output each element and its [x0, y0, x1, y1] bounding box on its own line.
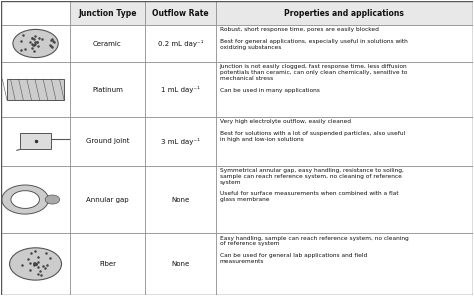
Text: Ceramic: Ceramic [93, 41, 122, 46]
Circle shape [11, 191, 39, 208]
Text: Ground joint: Ground joint [86, 139, 129, 144]
Bar [216, 117, 473, 166]
Text: 1 mL day⁻¹: 1 mL day⁻¹ [161, 86, 200, 93]
Circle shape [13, 29, 58, 58]
Bar [20, 133, 51, 149]
Text: 0.2 mL day⁻¹: 0.2 mL day⁻¹ [158, 40, 203, 47]
Bar [1, 117, 70, 166]
Bar [145, 25, 216, 62]
Text: Junction Type: Junction Type [78, 9, 137, 18]
Bar [1, 166, 70, 233]
Circle shape [9, 248, 62, 280]
Bar [70, 1, 145, 25]
Bar [145, 62, 216, 117]
Bar [145, 1, 216, 25]
Bar [1, 233, 70, 295]
Text: 3 mL day⁻¹: 3 mL day⁻¹ [161, 138, 200, 145]
Text: Annular gap: Annular gap [86, 197, 129, 202]
Bar [145, 117, 216, 166]
Bar [70, 233, 145, 295]
Bar [145, 233, 216, 295]
Text: Easy handling, sample can reach reference system, no cleaning
of reference syste: Easy handling, sample can reach referenc… [219, 236, 408, 264]
Text: Fiber: Fiber [99, 261, 116, 267]
Bar [70, 62, 145, 117]
Text: Platinum: Platinum [92, 86, 123, 93]
Text: None: None [171, 261, 190, 267]
Bar [216, 62, 473, 117]
Bar [7, 79, 64, 100]
Text: None: None [171, 197, 190, 202]
Bar [216, 1, 473, 25]
Bar [1, 1, 70, 25]
Text: Very high electrolyte outflow, easily cleaned

Best for solutions with a lot of : Very high electrolyte outflow, easily cl… [219, 119, 405, 142]
Bar [1, 62, 70, 117]
Circle shape [45, 195, 60, 204]
Text: Symmetrical annular gap, easy handling, resistance to soiling,
sample can reach : Symmetrical annular gap, easy handling, … [219, 168, 403, 202]
Bar [216, 166, 473, 233]
Bar [216, 25, 473, 62]
Bar [216, 233, 473, 295]
Bar [70, 166, 145, 233]
Text: Outflow Rate: Outflow Rate [152, 9, 209, 18]
Bar [70, 25, 145, 62]
Bar [145, 166, 216, 233]
Circle shape [2, 185, 48, 214]
Bar [70, 117, 145, 166]
Text: Properties and applications: Properties and applications [284, 9, 404, 18]
Bar [1, 25, 70, 62]
Text: Robust, short response time, pores are easily blocked

Best for general applicat: Robust, short response time, pores are e… [219, 27, 407, 50]
Text: Junction is not easily clogged, fast response time, less diffusion
potentials th: Junction is not easily clogged, fast res… [219, 65, 407, 93]
